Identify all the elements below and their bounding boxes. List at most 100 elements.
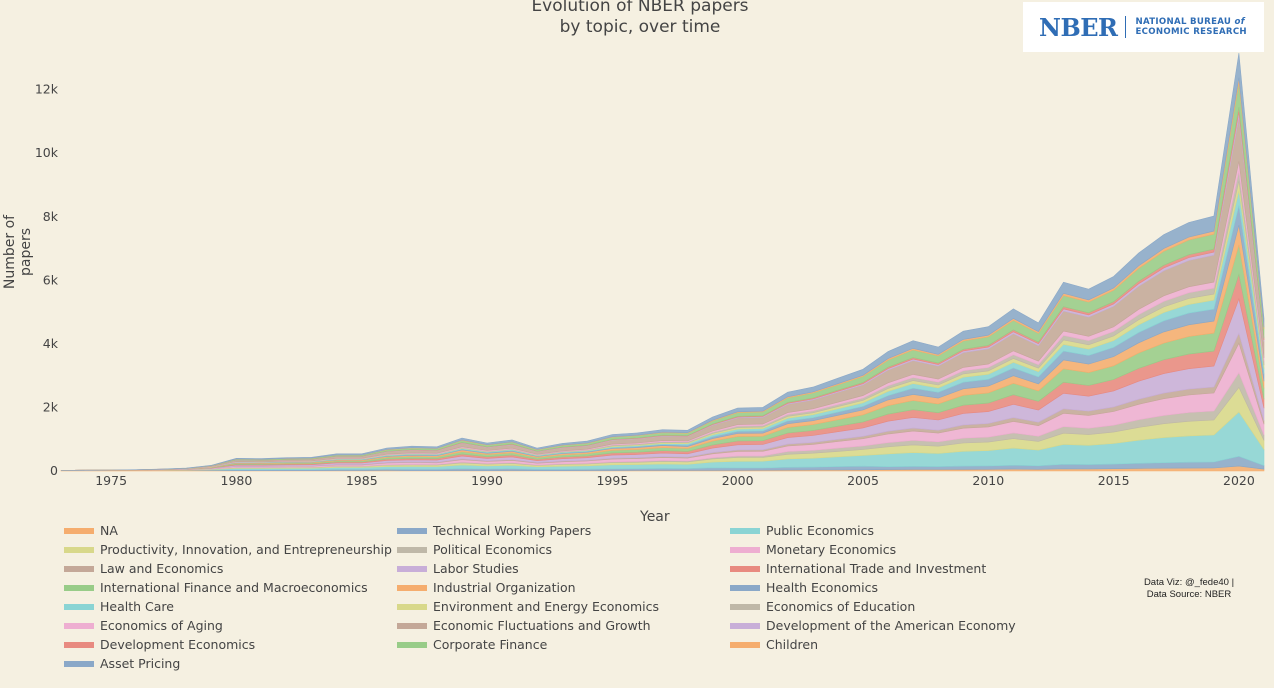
legend-swatch [64, 603, 94, 610]
y-tick-label: 10k [35, 145, 59, 160]
legend-swatch [64, 660, 94, 667]
legend-label: Public Economics [766, 523, 874, 538]
legend-item[interactable]: Development Economics [64, 635, 397, 654]
legend-label: Asset Pricing [100, 656, 181, 671]
legend-swatch [64, 527, 94, 534]
legend-item[interactable]: Economics of Education [730, 597, 1063, 616]
x-tick-label: 1995 [596, 473, 628, 488]
legend-swatch [730, 622, 760, 629]
legend-swatch [730, 603, 760, 610]
nber-logo-mark: NBER [1039, 12, 1118, 42]
legend-label: Children [766, 637, 819, 652]
legend-swatch [64, 641, 94, 648]
legend-label: Monetary Economics [766, 542, 897, 557]
legend-item[interactable]: Political Economics [397, 540, 730, 559]
legend-item[interactable]: Economic Fluctuations and Growth [397, 616, 730, 635]
series-areas [60, 53, 1265, 472]
series-area-21[interactable] [60, 53, 1265, 471]
legend-item[interactable]: International Trade and Investment [730, 559, 1063, 578]
legend-label: Economics of Aging [100, 618, 223, 633]
legend-label: Economic Fluctuations and Growth [433, 618, 651, 633]
legend-label: Law and Economics [100, 561, 224, 576]
legend-swatch [64, 622, 94, 629]
x-tick-label: 2010 [972, 473, 1004, 488]
legend-swatch [730, 527, 760, 534]
x-tick-label: 1975 [95, 473, 127, 488]
legend-label: Technical Working Papers [433, 523, 592, 538]
legend-label: Development Economics [100, 637, 256, 652]
x-axis-ticks: 1975 1980 1985 1990 1995 2000 2005 2010 2015 2020 [95, 473, 1255, 488]
y-tick-label: 0 [50, 463, 58, 478]
legend-swatch [730, 565, 760, 572]
legend-item[interactable]: International Finance and Macroeconomics [64, 578, 397, 597]
legend-label: Corporate Finance [433, 637, 548, 652]
x-tick-label: 2000 [722, 473, 754, 488]
legend-label: Health Care [100, 599, 174, 614]
x-tick-label: 2005 [847, 473, 879, 488]
credit-line-1: Data Viz: @_fede40 | [1143, 577, 1235, 588]
legend-label: Political Economics [433, 542, 553, 557]
legend-label: Environment and Energy Economics [433, 599, 660, 614]
legend-swatch [64, 565, 94, 572]
legend-item[interactable]: Asset Pricing [64, 654, 397, 673]
x-tick-label: 1985 [346, 473, 378, 488]
y-tick-label: 12k [35, 82, 59, 97]
chart-title-line-1: Evolution of NBER papers [531, 0, 749, 16]
credit-note: Data Viz: @_fede40 | Data Source: NBER [1118, 577, 1260, 601]
legend-item[interactable]: Industrial Organization [397, 578, 730, 597]
legend-item[interactable]: Development of the American Economy [730, 616, 1063, 635]
legend-item[interactable]: Monetary Economics [730, 540, 1063, 559]
legend-item[interactable]: Public Economics [730, 521, 1063, 540]
legend-swatch [730, 641, 760, 648]
legend-swatch [730, 584, 760, 591]
legend-label: Productivity, Innovation, and Entreprene… [100, 542, 392, 557]
legend-label: Labor Studies [433, 561, 519, 576]
legend-swatch [397, 584, 427, 591]
x-tick-label: 1990 [471, 473, 503, 488]
legend-item[interactable]: Labor Studies [397, 559, 730, 578]
legend-item[interactable]: Health Economics [730, 578, 1063, 597]
y-tick-label: 2k [43, 399, 59, 414]
legend-swatch [397, 641, 427, 648]
y-tick-label: 4k [43, 336, 59, 351]
x-tick-label: 2015 [1098, 473, 1130, 488]
y-tick-label: 6k [43, 272, 59, 287]
logo-divider [1125, 16, 1127, 38]
y-axis-label: Number of papers [2, 214, 34, 290]
legend-swatch [397, 527, 427, 534]
legend-label: Economics of Education [766, 599, 916, 614]
legend-swatch [397, 622, 427, 629]
legend-swatch [64, 546, 94, 553]
legend-label: Development of the American Economy [766, 618, 1016, 633]
legend-item[interactable]: Environment and Energy Economics [397, 597, 730, 616]
chart-title-line-2: by topic, over time [559, 17, 721, 37]
legend-item[interactable]: Economics of Aging [64, 616, 397, 635]
legend-item[interactable]: Health Care [64, 597, 397, 616]
legend-item[interactable]: NA [64, 521, 397, 540]
legend-label: NA [100, 523, 118, 538]
nber-logo-text: NATIONAL BUREAU of ECONOMIC RESEARCH [1135, 17, 1246, 37]
legend-item[interactable]: Law and Economics [64, 559, 397, 578]
legend-item[interactable]: Children [730, 635, 1063, 654]
legend-label: International Trade and Investment [766, 561, 987, 576]
legend-swatch [64, 584, 94, 591]
legend-label: International Finance and Macroeconomics [100, 580, 368, 595]
legend-swatch [397, 546, 427, 553]
x-tick-label: 2020 [1223, 473, 1255, 488]
logo-line-1: NATIONAL BUREAU [1135, 17, 1232, 27]
logo-line-2: ECONOMIC RESEARCH [1135, 27, 1247, 37]
chart-title: Evolution of NBER papers by topic, over … [440, 0, 840, 38]
legend-swatch [730, 546, 760, 553]
legend-item[interactable]: Corporate Finance [397, 635, 730, 654]
legend: NA Technical Working Papers Public Economi… [64, 521, 1074, 673]
legend-swatch [397, 603, 427, 610]
x-axis-label: Year [640, 509, 670, 525]
legend-item[interactable]: Productivity, Innovation, and Entreprene… [64, 540, 397, 559]
x-tick-label: 1980 [221, 473, 253, 488]
legend-item[interactable]: Technical Working Papers [397, 521, 730, 540]
y-tick-label: 8k [43, 209, 59, 224]
credit-line-2: Data Source: NBER [1146, 589, 1232, 600]
legend-label: Health Economics [766, 580, 879, 595]
legend-swatch [397, 565, 427, 572]
